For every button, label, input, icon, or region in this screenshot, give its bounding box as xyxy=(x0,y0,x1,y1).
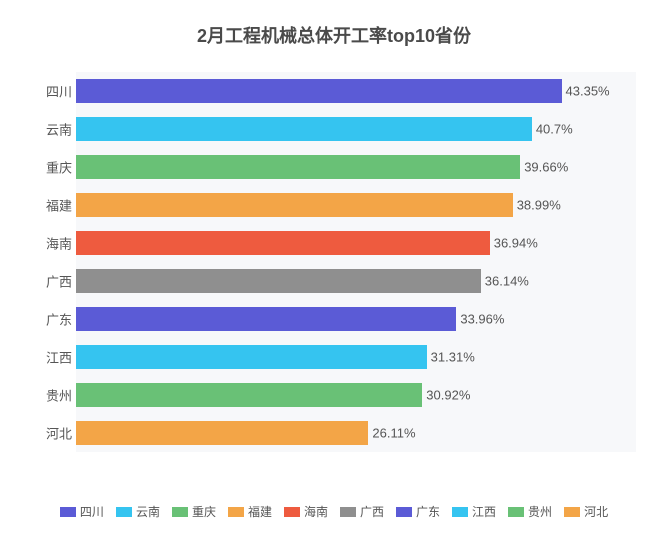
y-axis-label: 重庆 xyxy=(32,158,72,177)
y-axis-label: 广西 xyxy=(32,272,72,291)
legend-swatch xyxy=(172,507,188,517)
legend-label: 四川 xyxy=(80,505,104,519)
y-axis-label: 贵州 xyxy=(32,386,72,405)
bar xyxy=(76,269,481,293)
bar-row: 福建38.99% xyxy=(76,186,636,224)
bar-row: 海南36.94% xyxy=(76,224,636,262)
y-axis-label: 江西 xyxy=(32,348,72,367)
bar-row: 四川43.35% xyxy=(76,72,636,110)
value-label: 39.66% xyxy=(524,160,568,175)
bar xyxy=(76,193,513,217)
legend-label: 广东 xyxy=(416,505,440,519)
bar xyxy=(76,117,532,141)
legend-swatch xyxy=(564,507,580,517)
legend-label: 重庆 xyxy=(192,505,216,519)
y-axis-label: 河北 xyxy=(32,424,72,443)
legend-item: 海南 xyxy=(284,503,328,520)
value-label: 38.99% xyxy=(517,198,561,213)
legend-label: 海南 xyxy=(304,505,328,519)
y-axis-label: 四川 xyxy=(32,82,72,101)
bar xyxy=(76,155,520,179)
y-axis-label: 广东 xyxy=(32,310,72,329)
legend-swatch xyxy=(228,507,244,517)
bar xyxy=(76,231,490,255)
legend-label: 江西 xyxy=(472,505,496,519)
legend-item: 贵州 xyxy=(508,503,552,520)
bar xyxy=(76,383,422,407)
bar-row: 贵州30.92% xyxy=(76,376,636,414)
bar xyxy=(76,307,456,331)
legend-label: 云南 xyxy=(136,505,160,519)
bar xyxy=(76,345,427,369)
legend-swatch xyxy=(284,507,300,517)
legend-label: 广西 xyxy=(360,505,384,519)
legend-item: 江西 xyxy=(452,503,496,520)
legend-item: 四川 xyxy=(60,503,104,520)
bar-row: 广西36.14% xyxy=(76,262,636,300)
plot-area: 四川43.35%云南40.7%重庆39.66%福建38.99%海南36.94%广… xyxy=(76,72,636,452)
legend-label: 贵州 xyxy=(528,505,552,519)
y-axis-label: 云南 xyxy=(32,120,72,139)
value-label: 36.94% xyxy=(494,236,538,251)
value-label: 26.11% xyxy=(372,426,415,441)
bar-row: 江西31.31% xyxy=(76,338,636,376)
bar-row: 重庆39.66% xyxy=(76,148,636,186)
value-label: 43.35% xyxy=(566,84,610,99)
value-label: 30.92% xyxy=(426,388,470,403)
bar-row: 云南40.7% xyxy=(76,110,636,148)
bar xyxy=(76,421,368,445)
bar-row: 广东33.96% xyxy=(76,300,636,338)
legend-swatch xyxy=(452,507,468,517)
legend-label: 福建 xyxy=(248,505,272,519)
legend-swatch xyxy=(340,507,356,517)
bar-row: 河北26.11% xyxy=(76,414,636,452)
legend-item: 河北 xyxy=(564,503,608,520)
legend: 四川 云南 重庆 福建 海南 广西 广东 江西 贵州 河北 xyxy=(0,503,668,520)
legend-swatch xyxy=(396,507,412,517)
y-axis-label: 海南 xyxy=(32,234,72,253)
value-label: 33.96% xyxy=(460,312,504,327)
value-label: 40.7% xyxy=(536,122,573,137)
legend-label: 河北 xyxy=(584,505,608,519)
value-label: 36.14% xyxy=(485,274,529,289)
legend-swatch xyxy=(60,507,76,517)
legend-item: 重庆 xyxy=(172,503,216,520)
y-axis-label: 福建 xyxy=(32,196,72,215)
bar xyxy=(76,79,562,103)
legend-swatch xyxy=(116,507,132,517)
legend-swatch xyxy=(508,507,524,517)
legend-item: 广东 xyxy=(396,503,440,520)
chart-title: 2月工程机械总体开工率top10省份 xyxy=(0,0,668,58)
value-label: 31.31% xyxy=(431,350,475,365)
legend-item: 福建 xyxy=(228,503,272,520)
legend-item: 云南 xyxy=(116,503,160,520)
legend-item: 广西 xyxy=(340,503,384,520)
